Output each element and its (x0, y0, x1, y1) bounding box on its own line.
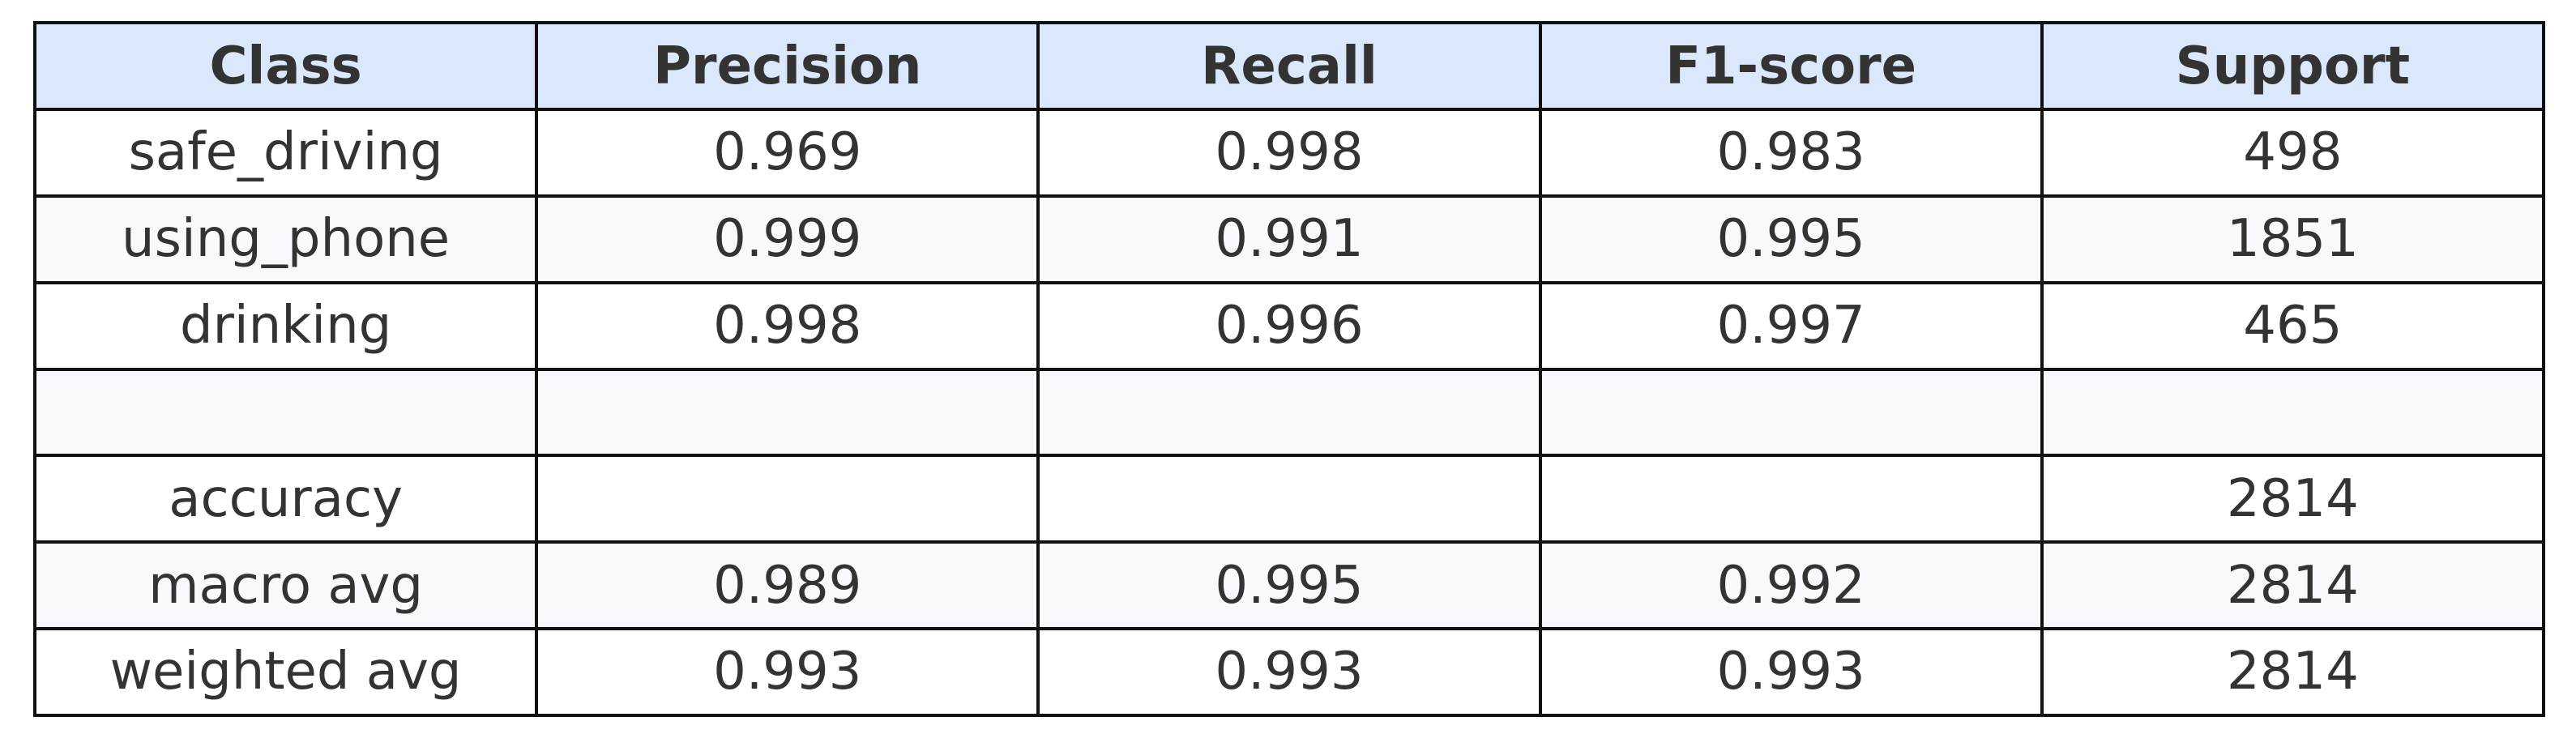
table-cell-precision: 0.998 (535, 280, 1040, 371)
table-row: drinking 0.998 0.996 0.997 465 (32, 280, 2546, 371)
header-cell-f1-score: F1-score (1538, 21, 2044, 111)
header-cell-recall: Recall (1036, 21, 1542, 111)
header-cell-precision: Precision (535, 21, 1040, 111)
table-cell-precision: 0.999 (535, 194, 1040, 284)
classification-report-table: Class Precision Recall F1-score Support … (32, 21, 2546, 717)
table-cell-recall: 0.995 (1036, 540, 1542, 631)
table-cell-f1-score: 0.992 (1538, 540, 2044, 631)
table-cell-class: weighted avg (32, 627, 539, 717)
table-cell-precision: 0.969 (535, 108, 1040, 198)
table-cell-precision (535, 454, 1040, 544)
table-cell-f1-score: 0.993 (1538, 627, 2044, 717)
table-cell-f1-score: 0.997 (1538, 280, 2044, 371)
table-cell-support: 2814 (2040, 454, 2546, 544)
table-cell-class: drinking (32, 280, 539, 371)
table-cell-support: 465 (2040, 280, 2546, 371)
table-cell-class: macro avg (32, 540, 539, 631)
table-cell-recall: 0.996 (1036, 280, 1542, 371)
table-row: weighted avg 0.993 0.993 0.993 2814 (32, 627, 2546, 717)
table-cell-f1-score: 0.995 (1538, 194, 2044, 284)
table-cell-precision (535, 367, 1040, 458)
table-cell-precision: 0.989 (535, 540, 1040, 631)
header-cell-class: Class (32, 21, 539, 111)
table-row: macro avg 0.989 0.995 0.992 2814 (32, 540, 2546, 631)
table-cell-f1-score (1538, 454, 2044, 544)
table-cell-f1-score: 0.983 (1538, 108, 2044, 198)
table-row: using_phone 0.999 0.991 0.995 1851 (32, 194, 2546, 284)
header-cell-support: Support (2040, 21, 2546, 111)
table-cell-recall (1036, 454, 1542, 544)
table-cell-recall: 0.991 (1036, 194, 1542, 284)
table-row (32, 367, 2546, 458)
table-cell-recall (1036, 367, 1542, 458)
table-cell-support: 498 (2040, 108, 2546, 198)
table-cell-class (32, 367, 539, 458)
table-cell-class: accuracy (32, 454, 539, 544)
table-cell-support (2040, 367, 2546, 458)
table-cell-precision: 0.993 (535, 627, 1040, 717)
table-cell-support: 2814 (2040, 540, 2546, 631)
table-cell-support: 1851 (2040, 194, 2546, 284)
table-body: safe_driving 0.969 0.998 0.983 498 using_phon… (32, 108, 2546, 717)
table-cell-f1-score (1538, 367, 2044, 458)
table-cell-support: 2814 (2040, 627, 2546, 717)
table-row: safe_driving 0.969 0.998 0.983 498 (32, 108, 2546, 198)
table-cell-class: safe_driving (32, 108, 539, 198)
table-row: accuracy 2814 (32, 454, 2546, 544)
table-cell-class: using_phone (32, 194, 539, 284)
table-cell-recall: 0.998 (1036, 108, 1542, 198)
header-row: Class Precision Recall F1-score Support (32, 21, 2546, 111)
table-cell-recall: 0.993 (1036, 627, 1542, 717)
